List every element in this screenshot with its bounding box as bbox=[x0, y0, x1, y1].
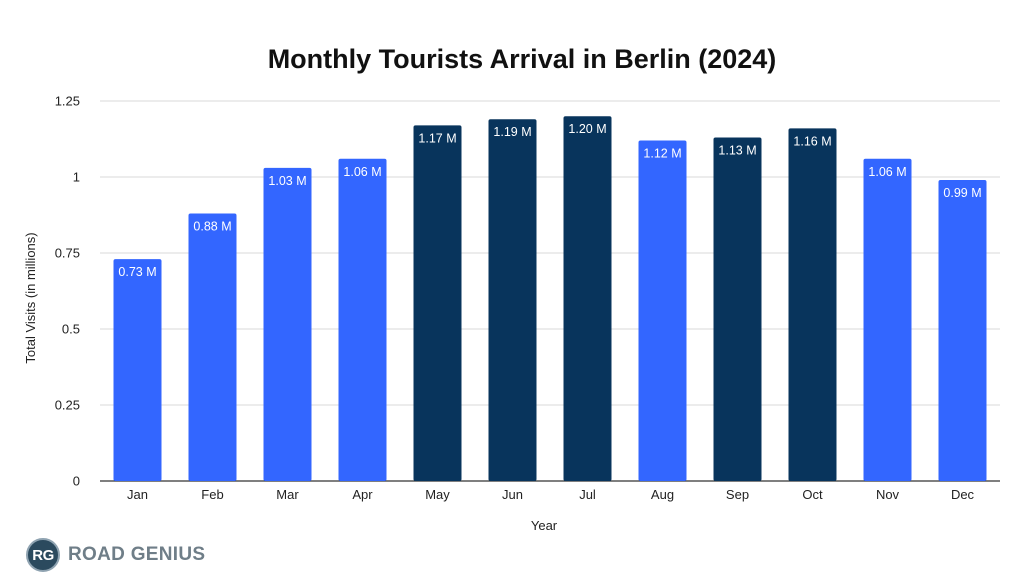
bar-apr bbox=[338, 158, 387, 481]
y-tick-label: 0.75 bbox=[55, 246, 80, 261]
x-tick-label: Apr bbox=[352, 487, 373, 502]
bar-mar bbox=[263, 167, 312, 481]
data-label-feb: 0.88 M bbox=[193, 219, 231, 233]
y-tick-label: 0.5 bbox=[62, 322, 80, 337]
data-label-jul: 1.20 M bbox=[568, 122, 606, 136]
logo-badge: RG bbox=[26, 538, 60, 572]
bar-may bbox=[413, 125, 462, 481]
bars bbox=[113, 116, 987, 482]
data-label-jun: 1.19 M bbox=[493, 125, 531, 139]
chart-title: Monthly Tourists Arrival in Berlin (2024… bbox=[267, 44, 777, 74]
gridlines bbox=[100, 100, 1000, 482]
bar-feb bbox=[188, 213, 237, 482]
x-tick-label: Oct bbox=[802, 487, 823, 502]
bar-oct bbox=[788, 128, 837, 482]
data-label-oct: 1.16 M bbox=[793, 134, 831, 148]
data-label-mar: 1.03 M bbox=[268, 174, 306, 188]
y-tick-label: 0 bbox=[73, 474, 80, 489]
x-tick-label: Aug bbox=[651, 487, 674, 502]
x-tick-label: Dec bbox=[951, 487, 975, 502]
x-tick-label: Nov bbox=[876, 487, 900, 502]
data-label-jan: 0.73 M bbox=[118, 265, 156, 279]
data-label-aug: 1.12 M bbox=[643, 147, 681, 161]
y-axis-title: Total Visits (in millions) bbox=[23, 232, 38, 363]
x-tick-label: May bbox=[425, 487, 450, 502]
x-tick-label: Sep bbox=[726, 487, 749, 502]
y-tick-label: 1 bbox=[73, 170, 80, 185]
road-genius-logo: RG ROAD GENIUS bbox=[26, 537, 205, 573]
x-axis-title: Year bbox=[531, 518, 558, 533]
data-labels: 0.73 M 0.88 M 1.03 M 1.06 M 1.17 M 1.19 M 1.20… bbox=[118, 122, 981, 279]
bar-jun bbox=[488, 119, 537, 482]
x-tick-label: Jul bbox=[579, 487, 596, 502]
y-tick-label: 0.25 bbox=[55, 398, 80, 413]
x-tick-label: Jun bbox=[502, 487, 523, 502]
data-label-dec: 0.99 M bbox=[943, 186, 981, 200]
data-label-nov: 1.06 M bbox=[868, 165, 906, 179]
bar-aug bbox=[638, 140, 687, 481]
data-label-apr: 1.06 M bbox=[343, 165, 381, 179]
bar-jul bbox=[563, 116, 612, 481]
data-label-may: 1.17 M bbox=[418, 131, 456, 145]
bar-nov bbox=[863, 158, 912, 481]
x-tick-label: Feb bbox=[201, 487, 223, 502]
x-tick-label: Jan bbox=[127, 487, 148, 502]
bar-sep bbox=[713, 137, 762, 482]
y-axis-ticks: 0 0.25 0.5 0.75 1 1.25 bbox=[55, 94, 80, 489]
x-axis-ticks: Jan Feb Mar Apr May Jun Jul Aug Sep Oct Nov Dec bbox=[127, 487, 975, 502]
bar-jan bbox=[113, 259, 162, 481]
x-tick-label: Mar bbox=[276, 487, 299, 502]
bar-dec bbox=[938, 180, 987, 482]
logo-text: ROAD GENIUS bbox=[68, 544, 206, 565]
y-tick-label: 1.25 bbox=[55, 94, 80, 109]
data-label-sep: 1.13 M bbox=[718, 143, 756, 157]
